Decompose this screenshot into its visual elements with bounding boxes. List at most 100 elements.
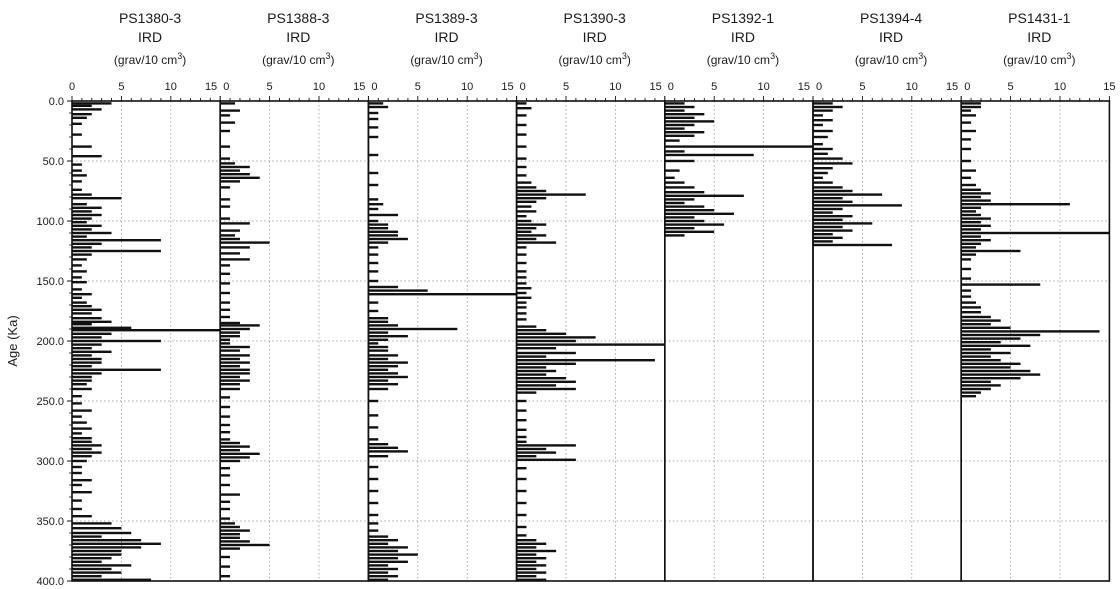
- ird-bar: [664, 153, 754, 157]
- x-tick-label: 5: [267, 81, 273, 93]
- x-tick-label: 10: [165, 81, 177, 93]
- x-tick-label: 15: [946, 81, 958, 93]
- ird-bar: [961, 306, 981, 309]
- ird-bar: [220, 345, 250, 349]
- ird-bar: [220, 315, 231, 319]
- panel-title: PS1394-4: [860, 10, 922, 26]
- ird-bar: [368, 230, 399, 233]
- y-tick-label: 200.0: [36, 336, 64, 348]
- ird-bar: [961, 210, 977, 213]
- ird-bar: [813, 143, 823, 146]
- x-tick-label: 5: [415, 81, 421, 93]
- ird-bar: [220, 114, 231, 117]
- ird-bar: [72, 531, 132, 535]
- ird-bar: [961, 348, 991, 351]
- ird-bar: [220, 456, 250, 459]
- x-tick-label: 0: [371, 81, 377, 93]
- ird-bar: [72, 206, 102, 209]
- ird-bar: [72, 343, 102, 346]
- ird-bar: [220, 324, 260, 327]
- ird-bar: [368, 111, 379, 115]
- ird-bar: [961, 169, 977, 172]
- ird-bar: [664, 227, 695, 230]
- ird-bar: [220, 246, 250, 249]
- panel-frame: [663, 100, 814, 582]
- panel-unit: (grav/10 cm3): [559, 51, 631, 67]
- ird-bar: [72, 387, 92, 391]
- ird-bar: [72, 270, 87, 273]
- ird-bar: [220, 365, 240, 368]
- ird-bar: [961, 326, 1011, 329]
- ird-bar: [72, 193, 92, 196]
- ird-bar: [961, 311, 981, 314]
- panel-2: 0 5 10 15 PS1388-3 IRD (grav/10 cm3): [219, 10, 370, 582]
- ird-bar: [220, 555, 231, 559]
- ird-bar: [961, 192, 991, 195]
- ird-bar: [664, 116, 695, 119]
- ird-bar: [813, 123, 823, 127]
- ird-bar: [516, 435, 527, 439]
- ird-bar: [368, 105, 389, 109]
- ird-bar: [220, 335, 240, 338]
- ird-bar: [516, 447, 547, 451]
- ird-bar: [368, 285, 399, 289]
- ird-bar: [368, 553, 418, 556]
- ird-bar: [664, 212, 734, 215]
- ird-bar: [961, 147, 972, 151]
- y-tick-label: 350.0: [36, 516, 64, 528]
- panel-subtitle: IRD: [434, 29, 458, 45]
- ird-bar: [368, 317, 389, 320]
- x-tick-label: 0: [816, 81, 822, 93]
- ird-bar: [72, 145, 92, 148]
- ird-bar: [220, 387, 240, 391]
- ird-bar: [220, 405, 231, 409]
- ird-bar: [516, 477, 527, 481]
- ird-bar: [516, 282, 527, 285]
- ird-bar: [961, 359, 1001, 362]
- panel-title: PS1390-3: [564, 10, 626, 26]
- ird-bar: [72, 471, 82, 475]
- ird-bar: [220, 507, 231, 511]
- ird-bar: [961, 206, 981, 209]
- ird-bar: [220, 264, 231, 267]
- ird-bar: [813, 218, 843, 221]
- ird-bar: [961, 217, 991, 220]
- ird-bar: [368, 361, 408, 364]
- ird-bar: [516, 564, 547, 567]
- ird-bar: [72, 281, 87, 284]
- ird-bar: [72, 249, 161, 253]
- ird-bar: [220, 321, 240, 325]
- ird-bar: [516, 107, 532, 110]
- ird-bar: [72, 483, 82, 487]
- y-tick-label: 50.0: [43, 156, 64, 168]
- ird-bar: [516, 373, 547, 376]
- ird-bar: [516, 501, 527, 505]
- ird-bar: [516, 223, 547, 226]
- ird-bar: [664, 181, 685, 184]
- ird-bar: [72, 210, 92, 213]
- ird-bar: [72, 288, 82, 291]
- ird-bar: [220, 331, 240, 334]
- ird-bar: [220, 379, 250, 382]
- ird-bar: [516, 343, 665, 346]
- ird-bar: [813, 233, 833, 236]
- ird-bar: [368, 354, 399, 357]
- ird-bar: [220, 237, 240, 241]
- ird-bar: [220, 383, 240, 386]
- ird-bar: [220, 361, 250, 364]
- ird-bar: [813, 162, 853, 165]
- ird-bar: [813, 207, 843, 211]
- panel-subtitle: IRD: [286, 29, 310, 45]
- ird-bar: [368, 227, 389, 230]
- y-tick-label: 150.0: [36, 276, 64, 288]
- ird-bar: [516, 369, 557, 373]
- ird-bar: [516, 193, 586, 196]
- ird-bar: [220, 169, 240, 172]
- ird-bar: [813, 157, 843, 160]
- ird-bar: [516, 362, 576, 365]
- ird-bar: [72, 221, 87, 224]
- ird-bar: [961, 387, 991, 391]
- ird-bar: [72, 499, 82, 502]
- panel-title: PS1431-1: [1008, 10, 1070, 26]
- ird-bar: [220, 354, 250, 357]
